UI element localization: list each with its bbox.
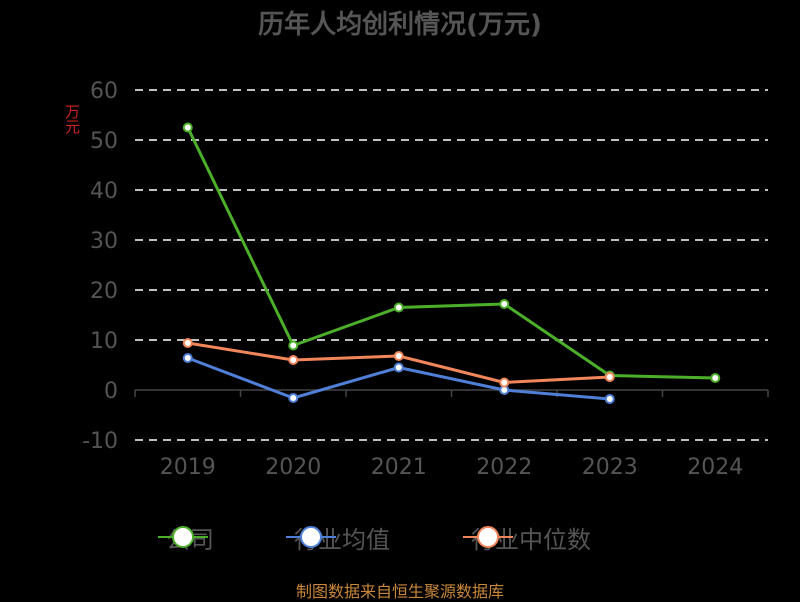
data-point-0 (182, 122, 193, 133)
x-tick-label: 2019 (160, 455, 216, 480)
legend: 公司 行业均值 行业中位数 (0, 520, 800, 554)
data-point-2 (182, 338, 193, 348)
series-line-0 (186, 126, 716, 380)
data-point-2 (288, 355, 299, 365)
y-tick-label: 0 (104, 379, 118, 404)
y-tick-label: 30 (90, 229, 118, 254)
x-tick-label: 2022 (476, 455, 532, 480)
data-source-note: 制图数据来自恒生聚源数据库 (295, 582, 504, 601)
x-tick-label: 2023 (582, 455, 638, 480)
x-tick-label: 2021 (371, 455, 427, 480)
data-point-1 (288, 393, 299, 403)
y-tick-label: 60 (90, 79, 118, 104)
legend-marker-industry-median (463, 526, 513, 548)
data-point-1 (604, 394, 615, 404)
chart-title: 历年人均创利情况(万元) (258, 10, 542, 40)
data-point-1 (182, 353, 193, 363)
y-tick-label: 40 (90, 179, 118, 204)
y-tick-label: 50 (90, 129, 118, 154)
legend-marker-industry-avg (286, 526, 336, 548)
y-tick-label: 20 (90, 279, 118, 304)
y-axis-label: 万元 (63, 104, 81, 134)
data-point-0 (710, 373, 721, 383)
data-point-2 (604, 372, 615, 382)
data-point-0 (499, 299, 510, 309)
data-point-2 (499, 377, 510, 388)
data-point-2 (393, 351, 404, 361)
data-point-0 (393, 302, 404, 313)
x-tick-label: 2020 (265, 455, 321, 480)
legend-marker-company (158, 526, 208, 548)
data-point-0 (288, 340, 299, 351)
y-tick-label: -10 (82, 429, 118, 454)
data-point-1 (393, 362, 404, 373)
x-tick-label: 2024 (687, 455, 743, 480)
legend-item-industry-median[interactable]: 行业中位数 (463, 520, 591, 554)
legend-item-company[interactable]: 公司 (158, 520, 214, 554)
legend-item-industry-avg[interactable]: 行业均值 (286, 520, 390, 554)
y-tick-label: 10 (90, 329, 118, 354)
